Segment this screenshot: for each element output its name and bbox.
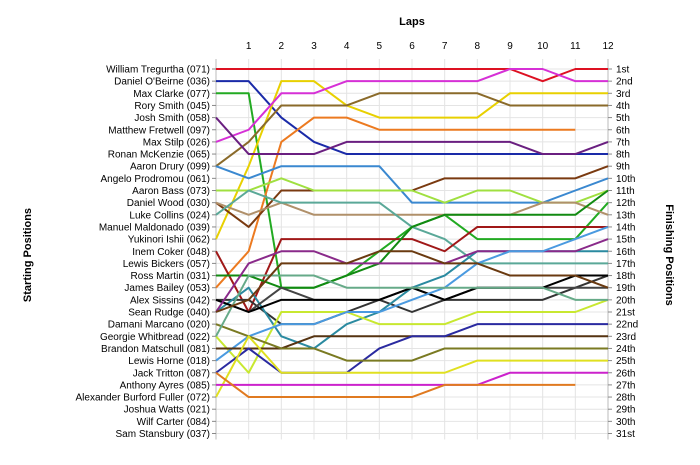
starting-position-label: Daniel Wood (030): [127, 198, 210, 209]
finishing-position-label: 17th: [616, 259, 635, 270]
finishing-position-label: 13th: [616, 210, 635, 221]
x-tick-label: 1: [246, 41, 252, 52]
series-line: [215, 335, 608, 398]
starting-position-label: Daniel O'Beirne (036): [114, 77, 210, 88]
starting-position-label: Matthew Fretwell (097): [108, 125, 210, 136]
series-line: [215, 250, 609, 313]
starting-position-label: William Tregurtha (071): [106, 65, 210, 76]
starting-position-label: Max Stilp (026): [143, 137, 210, 148]
finishing-position-label: 2nd: [616, 77, 633, 88]
series-line: [215, 323, 608, 362]
starting-position-label: Aaron Bass (073): [132, 186, 210, 197]
series-lines: [215, 68, 609, 399]
finishing-position-label: 14th: [616, 222, 635, 233]
finishing-position-label: 23rd: [616, 332, 636, 343]
finishing-position-label: 26th: [616, 368, 635, 379]
starting-position-label: Ross Martin (031): [131, 271, 210, 282]
starting-position-label: Lewis Horne (018): [128, 356, 210, 367]
finishing-position-label: 30th: [616, 417, 635, 428]
finishing-position-labels: 1st2nd3rd4th5th6th7th8th9th10th11th12th1…: [608, 65, 638, 440]
starting-position-label: Inem Coker (048): [132, 247, 210, 258]
starting-position-label: Lewis Bickers (057): [123, 259, 210, 270]
finishing-position-label: 19th: [616, 283, 635, 294]
series-line: [215, 116, 609, 156]
x-tick-label: 9: [507, 41, 513, 52]
starting-position-label: Ronan McKenzie (065): [108, 150, 210, 161]
x-tick-label: 6: [409, 41, 415, 52]
finishing-position-label: 8th: [616, 150, 630, 161]
finishing-position-label: 7th: [616, 137, 630, 148]
starting-position-label: Alex Sissins (042): [130, 295, 210, 306]
starting-position-label: Alexander Burford Fuller (072): [75, 393, 210, 404]
finishing-position-label: 22nd: [616, 320, 638, 331]
finishing-position-label: 25th: [616, 356, 635, 367]
chart-title: Laps: [399, 16, 425, 28]
x-tick-label: 12: [602, 41, 614, 52]
starting-position-labels: William Tregurtha (071)Daniel O'Beirne (…: [75, 65, 216, 440]
starting-position-label: Damani Marcano (020): [108, 320, 210, 331]
y-axis-right-label: Finishing Positions: [663, 204, 675, 305]
finishing-position-label: 9th: [616, 162, 630, 173]
series-line: [215, 225, 608, 313]
x-tick-label: 7: [442, 41, 448, 52]
finishing-position-label: 20th: [616, 295, 635, 306]
x-tick-label: 10: [537, 41, 549, 52]
starting-position-label: Sean Rudge (040): [128, 308, 210, 319]
finishing-position-label: 28th: [616, 393, 635, 404]
x-tick-label: 11: [570, 41, 581, 52]
starting-position-label: Manuel Maldonado (039): [99, 222, 210, 233]
finishing-position-label: 21st: [616, 308, 635, 319]
starting-position-label: Jack Tritton (087): [133, 368, 210, 379]
starting-position-label: Joshua Watts (021): [124, 405, 210, 416]
starting-position-label: Aaron Drury (099): [130, 162, 210, 173]
series-line: [215, 92, 608, 168]
series-line: [216, 68, 608, 83]
finishing-position-label: 10th: [616, 174, 635, 185]
series-line: [215, 116, 576, 289]
series-line: [215, 274, 608, 337]
finishing-position-label: 16th: [616, 247, 635, 258]
starting-position-label: James Bailey (053): [124, 283, 210, 294]
series-line: [215, 226, 609, 362]
starting-position-label: Anthony Ayres (085): [120, 380, 210, 391]
x-tick-label: 3: [311, 41, 317, 52]
finishing-position-label: 24th: [616, 344, 635, 355]
x-tick-label: 5: [377, 41, 383, 52]
starting-position-label: Josh Smith (058): [134, 113, 210, 124]
finishing-position-label: 5th: [616, 113, 630, 124]
starting-position-label: Brandon Matschull (081): [101, 344, 210, 355]
finishing-position-label: 18th: [616, 271, 635, 282]
starting-position-label: Georgie Whitbread (022): [100, 332, 210, 343]
series-line: [215, 371, 576, 399]
starting-position-label: Rory Smith (045): [134, 101, 210, 112]
finishing-position-label: 4th: [616, 101, 630, 112]
x-tick-label: 4: [344, 41, 350, 52]
finishing-position-label: 3rd: [616, 89, 630, 100]
x-tick-label: 2: [279, 41, 285, 52]
finishing-position-label: 29th: [616, 405, 635, 416]
finishing-position-label: 1st: [616, 65, 630, 76]
starting-position-label: Angelo Prodromou (061): [100, 174, 210, 185]
finishing-position-label: 6th: [616, 125, 630, 136]
x-tick-labels: 1 2 3 4 5 6 7 8 9 10 11 12: [246, 41, 614, 52]
finishing-position-label: 11th: [616, 186, 635, 197]
starting-position-label: Yukinori Ishii (062): [128, 235, 210, 246]
starting-position-label: Max Clarke (077): [133, 89, 210, 100]
starting-position-label: Sam Stansbury (037): [116, 429, 211, 440]
finishing-position-label: 12th: [616, 198, 635, 209]
series-line: [216, 371, 608, 386]
finishing-position-label: 15th: [616, 235, 635, 246]
finishing-position-label: 27th: [616, 380, 635, 391]
starting-position-label: Wilf Carter (084): [137, 417, 210, 428]
series-line: [215, 80, 608, 240]
series-line: [215, 68, 608, 143]
x-tick-label: 8: [475, 41, 481, 52]
y-axis-left-label: Starting Positions: [22, 208, 34, 302]
finishing-position-label: 31st: [616, 429, 635, 440]
series-line: [215, 298, 609, 374]
starting-position-label: Luke Collins (024): [129, 210, 210, 221]
